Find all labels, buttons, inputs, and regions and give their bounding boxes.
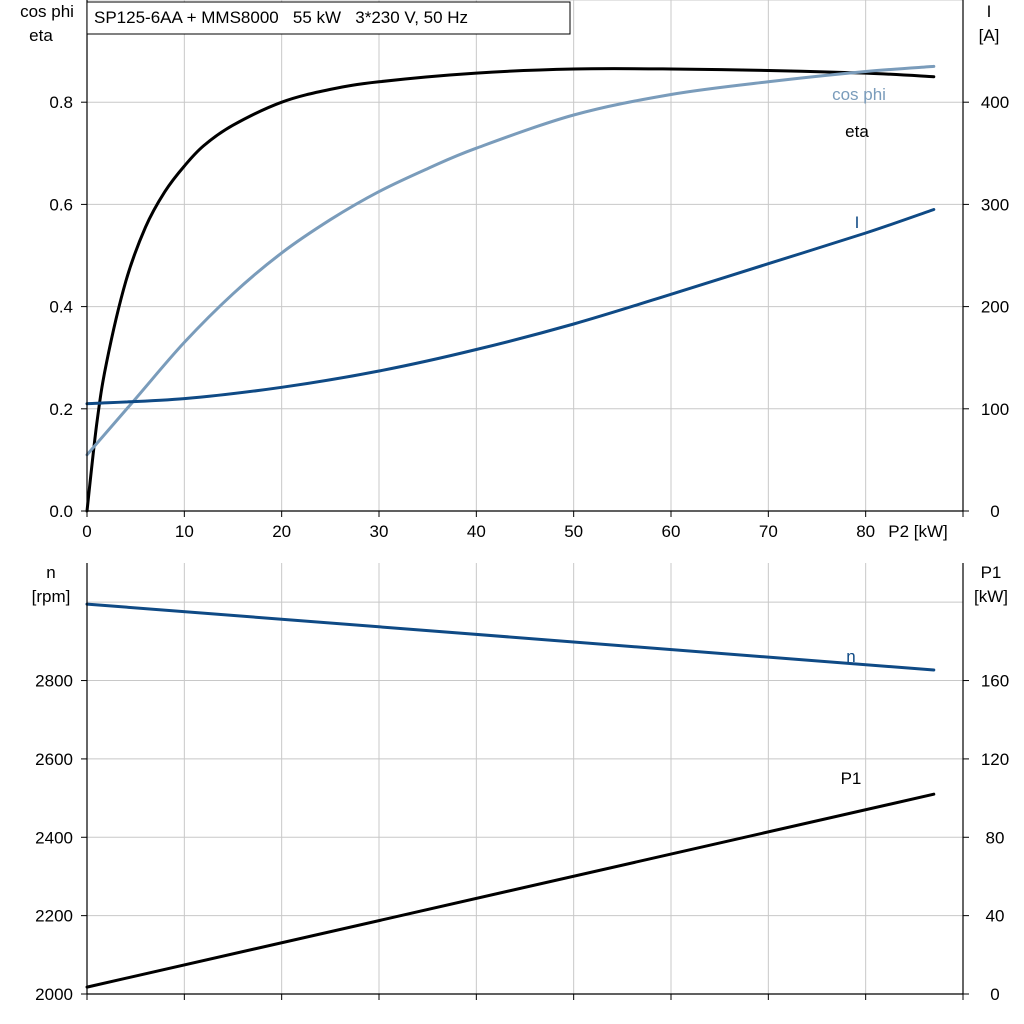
x-tick-label: 80	[856, 522, 875, 541]
frame-layer	[81, 0, 969, 1000]
series-label-eta: eta	[845, 122, 869, 141]
series-label-i: I	[855, 213, 860, 232]
y-right-tick-label: 200	[981, 298, 1009, 317]
y-left-tick-label: 2000	[35, 985, 73, 1004]
chart-title: SP125-6AA + MMS8000 55 kW 3*230 V, 50 Hz	[94, 8, 468, 27]
y-left-tick-label: 2800	[35, 672, 73, 691]
series-line-i	[85, 208, 936, 406]
y-right-tick-label: 300	[981, 195, 1009, 214]
y-left-tick-label: 0.0	[49, 502, 73, 521]
x-tick-label: 30	[370, 522, 389, 541]
y-left-tick-label: 2400	[35, 828, 73, 847]
x-tick-label: 10	[175, 522, 194, 541]
y-right-tick-label: 400	[981, 93, 1009, 112]
y-right-tick-label: 120	[981, 750, 1009, 769]
y-left-tick-label: 0.2	[49, 400, 73, 419]
x-tick-label: 0	[82, 522, 91, 541]
series-label-p1: P1	[841, 769, 862, 788]
x-tick-label: 40	[467, 522, 486, 541]
series-line-cos-phi	[85, 64, 936, 457]
grid-layer	[87, 0, 964, 994]
x-axis-label: P2 [kW]	[888, 522, 948, 541]
y-right-tick-label: 80	[986, 828, 1005, 847]
y-right-tick-label: 160	[981, 672, 1009, 691]
y-right-tick-label: 0	[990, 985, 999, 1004]
y-left-axis-label: [rpm]	[32, 587, 71, 606]
series-line-n	[85, 602, 936, 672]
series-label-n: n	[846, 647, 855, 666]
title-box	[86, 1, 571, 35]
y-right-axis-label: P1	[981, 563, 1002, 582]
x-tick-label: 70	[759, 522, 778, 541]
series-line-p1	[85, 792, 936, 989]
y-left-tick-label: 0.6	[49, 195, 73, 214]
y-right-axis-label: [A]	[979, 26, 1000, 45]
series-layer	[85, 64, 936, 989]
y-left-tick-label: 0.4	[49, 298, 73, 317]
y-right-axis-label: [kW]	[974, 587, 1008, 606]
y-right-tick-label: 100	[981, 400, 1009, 419]
y-left-tick-label: 2200	[35, 907, 73, 926]
y-left-tick-label: 2600	[35, 750, 73, 769]
series-line-eta	[85, 67, 936, 513]
y-left-axis-label: eta	[29, 26, 53, 45]
y-right-axis-label: I	[987, 2, 992, 21]
series-label-cos-phi: cos phi	[832, 85, 886, 104]
y-left-axis-label: cos phi	[20, 2, 74, 21]
y-right-tick-label: 0	[990, 502, 999, 521]
text-layer: 0 10 20 30 40 50 60 70 80 P2 [kW] 0.0 0.2 0.4 0.6 0.8 0…	[20, 2, 1009, 1004]
y-left-axis-label: n	[46, 563, 55, 582]
x-tick-label: 50	[564, 522, 583, 541]
x-tick-label: 60	[662, 522, 681, 541]
y-left-tick-label: 0.8	[49, 93, 73, 112]
x-tick-label: 20	[272, 522, 291, 541]
y-right-tick-label: 40	[986, 907, 1005, 926]
